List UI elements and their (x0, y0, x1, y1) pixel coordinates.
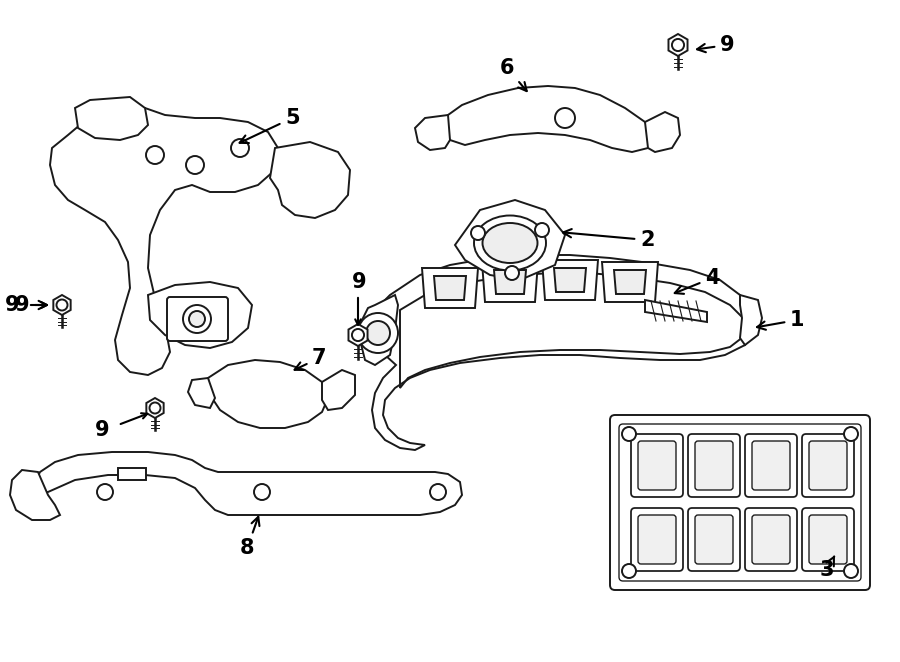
Circle shape (149, 402, 160, 414)
Bar (118, 468, 146, 480)
Circle shape (186, 156, 204, 174)
Polygon shape (50, 108, 278, 375)
Polygon shape (10, 470, 60, 520)
Circle shape (672, 39, 684, 51)
Text: 5: 5 (239, 108, 300, 143)
Circle shape (844, 427, 858, 441)
Polygon shape (482, 262, 538, 302)
Polygon shape (614, 270, 646, 294)
Circle shape (430, 484, 446, 500)
Circle shape (183, 305, 211, 333)
FancyBboxPatch shape (631, 508, 683, 571)
Polygon shape (372, 255, 755, 450)
Polygon shape (360, 295, 398, 365)
Polygon shape (602, 262, 658, 302)
FancyBboxPatch shape (752, 515, 790, 564)
Polygon shape (494, 270, 526, 294)
Text: 9: 9 (95, 420, 110, 440)
FancyBboxPatch shape (610, 415, 870, 590)
Circle shape (231, 139, 249, 157)
FancyBboxPatch shape (809, 515, 847, 564)
Polygon shape (75, 97, 148, 140)
FancyBboxPatch shape (809, 441, 847, 490)
Polygon shape (455, 200, 565, 280)
Circle shape (844, 564, 858, 578)
Text: 9: 9 (15, 295, 47, 315)
Polygon shape (740, 295, 762, 345)
FancyBboxPatch shape (695, 441, 733, 490)
FancyBboxPatch shape (167, 297, 228, 341)
FancyBboxPatch shape (631, 434, 683, 497)
Circle shape (254, 484, 270, 500)
Circle shape (366, 321, 390, 345)
Polygon shape (270, 142, 350, 218)
Ellipse shape (482, 223, 537, 263)
Circle shape (97, 484, 113, 500)
Text: 7: 7 (294, 348, 327, 370)
Polygon shape (645, 300, 707, 322)
Polygon shape (669, 34, 688, 56)
FancyBboxPatch shape (745, 508, 797, 571)
Circle shape (352, 329, 364, 341)
Text: 9: 9 (698, 35, 734, 55)
Text: 1: 1 (757, 310, 805, 330)
Circle shape (535, 223, 549, 237)
Polygon shape (422, 268, 478, 308)
Text: 3: 3 (820, 557, 834, 580)
Circle shape (622, 427, 636, 441)
Polygon shape (148, 282, 252, 348)
Circle shape (622, 564, 636, 578)
Polygon shape (542, 260, 598, 300)
Circle shape (358, 313, 398, 353)
Text: 8: 8 (240, 517, 259, 558)
Ellipse shape (474, 216, 546, 271)
FancyBboxPatch shape (745, 434, 797, 497)
Polygon shape (35, 452, 462, 515)
Polygon shape (322, 370, 355, 410)
Text: 6: 6 (500, 58, 526, 91)
Polygon shape (442, 86, 655, 152)
Polygon shape (645, 112, 680, 152)
Circle shape (505, 266, 519, 280)
FancyBboxPatch shape (638, 515, 676, 564)
Text: 9: 9 (5, 295, 20, 315)
Text: 2: 2 (563, 229, 654, 250)
Polygon shape (53, 295, 71, 315)
Circle shape (57, 299, 68, 310)
FancyBboxPatch shape (695, 515, 733, 564)
Circle shape (189, 311, 205, 327)
Polygon shape (348, 324, 367, 346)
Polygon shape (208, 360, 328, 428)
FancyBboxPatch shape (688, 434, 740, 497)
Polygon shape (554, 268, 586, 292)
Circle shape (146, 146, 164, 164)
FancyBboxPatch shape (688, 508, 740, 571)
Polygon shape (434, 276, 466, 300)
Circle shape (555, 108, 575, 128)
Circle shape (471, 226, 485, 240)
FancyBboxPatch shape (752, 441, 790, 490)
Polygon shape (188, 378, 215, 408)
Text: 4: 4 (675, 268, 719, 294)
FancyBboxPatch shape (802, 508, 854, 571)
FancyBboxPatch shape (802, 434, 854, 497)
Polygon shape (147, 398, 164, 418)
Polygon shape (415, 115, 450, 150)
FancyBboxPatch shape (638, 441, 676, 490)
Text: 9: 9 (352, 272, 366, 292)
